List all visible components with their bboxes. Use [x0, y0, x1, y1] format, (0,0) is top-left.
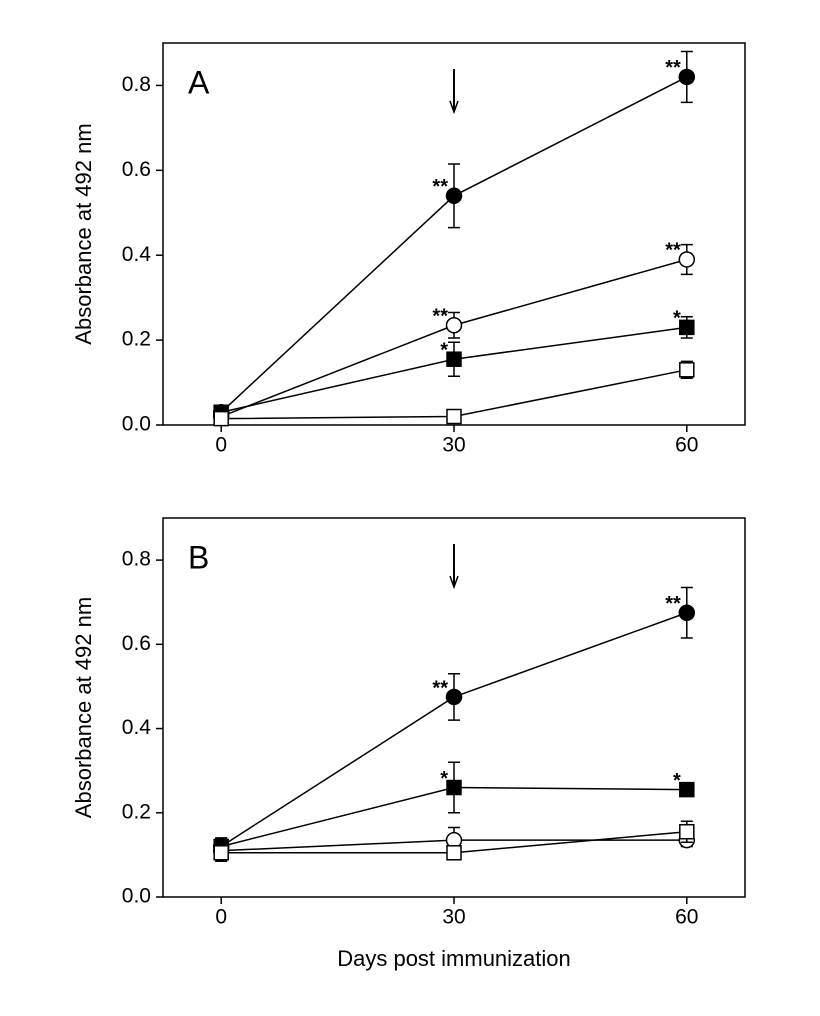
y-tick-label: 0.4	[122, 243, 152, 266]
y-tick-label: 0.0	[122, 885, 151, 908]
marker	[446, 779, 462, 796]
y-tick-label: 0.2	[122, 800, 151, 823]
significance-label: **	[432, 677, 448, 699]
significance-label: **	[432, 176, 448, 198]
marker	[213, 410, 229, 427]
significance-label: **	[665, 57, 681, 79]
marker	[445, 688, 463, 706]
x-tick-label: 60	[675, 434, 698, 457]
marker	[678, 251, 696, 268]
marker	[445, 317, 463, 334]
arrow-head	[449, 575, 459, 590]
y-tick-label: 0.8	[122, 73, 151, 96]
y-axis-label: Absorbance at 492 nm	[71, 597, 96, 818]
marker	[213, 845, 229, 861]
x-tick-label: 30	[442, 434, 465, 457]
x-tick-label: 60	[675, 906, 698, 929]
y-tick-label: 0.6	[122, 632, 151, 655]
marker	[678, 604, 696, 621]
marker	[446, 351, 462, 367]
marker	[679, 319, 695, 336]
x-tick-label: 0	[215, 434, 227, 457]
x-tick-label: 0	[215, 906, 227, 929]
y-tick-label: 0.6	[122, 158, 151, 181]
arrow-head	[449, 100, 459, 115]
marker	[446, 408, 462, 425]
significance-label: *	[440, 339, 448, 361]
significance-label: *	[673, 308, 681, 330]
y-tick-label: 0.0	[122, 413, 151, 436]
significance-label: **	[665, 593, 681, 615]
significance-label: **	[432, 306, 448, 328]
y-tick-label: 0.2	[122, 328, 151, 351]
x-tick-label: 30	[442, 906, 465, 929]
marker	[679, 823, 695, 840]
significance-label: *	[440, 768, 448, 790]
marker	[445, 187, 463, 205]
marker	[446, 845, 462, 861]
x-axis-label: Days post immunization	[337, 946, 571, 971]
marker	[679, 781, 695, 798]
panel-label: B	[188, 539, 209, 575]
marker	[679, 362, 695, 378]
y-tick-label: 0.8	[122, 548, 151, 571]
marker	[678, 68, 696, 86]
significance-label: *	[673, 770, 681, 792]
panel-label: A	[188, 64, 210, 100]
y-tick-label: 0.4	[122, 716, 152, 739]
y-axis-label: Absorbance at 492 nm	[71, 123, 96, 344]
significance-label: **	[665, 240, 681, 262]
